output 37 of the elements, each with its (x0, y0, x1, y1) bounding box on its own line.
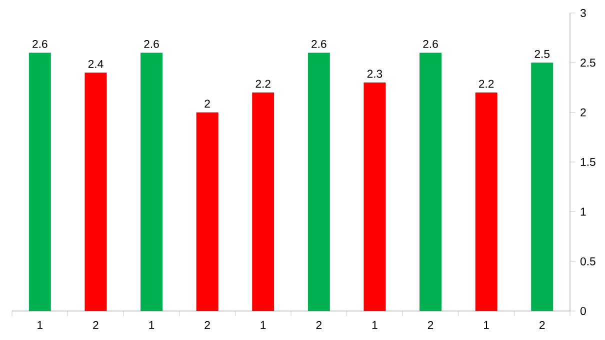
data-label: 2.6 (32, 40, 48, 48)
y-tick-label: 1.5 (580, 158, 596, 166)
bar (28, 52, 51, 311)
data-label: 2.5 (534, 50, 550, 58)
y-tick-label: 3 (580, 9, 586, 18)
y-tick-label: 0.5 (580, 257, 596, 266)
data-label: 2.4 (88, 60, 104, 68)
data-label: 2.2 (478, 80, 494, 88)
x-tick-label: 2 (316, 321, 322, 329)
data-label: 2.6 (423, 40, 438, 48)
y-tick-label: 1 (580, 208, 586, 216)
data-label: 2.2 (256, 80, 270, 88)
bar (84, 72, 107, 311)
y-tick-label: 0 (580, 306, 586, 316)
bar (420, 52, 442, 311)
x-tick-label: 1 (149, 321, 154, 329)
bar (475, 92, 498, 311)
bar (531, 62, 554, 311)
bar (140, 52, 163, 311)
data-label: 2 (204, 100, 210, 108)
x-tick-label: 2 (540, 321, 545, 329)
x-tick-label: 1 (260, 321, 266, 329)
data-label: 2.6 (144, 40, 159, 48)
x-tick-label: 2 (93, 321, 98, 329)
bar (364, 82, 386, 311)
x-tick-label: 1 (372, 321, 378, 329)
x-tick-label: 2 (204, 321, 210, 329)
data-label: 2.3 (367, 70, 382, 78)
y-tick-label: 2.5 (580, 58, 596, 67)
x-tick-label: 1 (38, 321, 43, 329)
bar (196, 112, 218, 311)
bar (308, 52, 330, 311)
data-label: 2.6 (312, 40, 326, 48)
x-tick-label: 1 (484, 321, 489, 329)
x-tick-label: 2 (428, 321, 434, 329)
y-tick-label: 2 (580, 108, 586, 116)
bar (252, 92, 274, 311)
